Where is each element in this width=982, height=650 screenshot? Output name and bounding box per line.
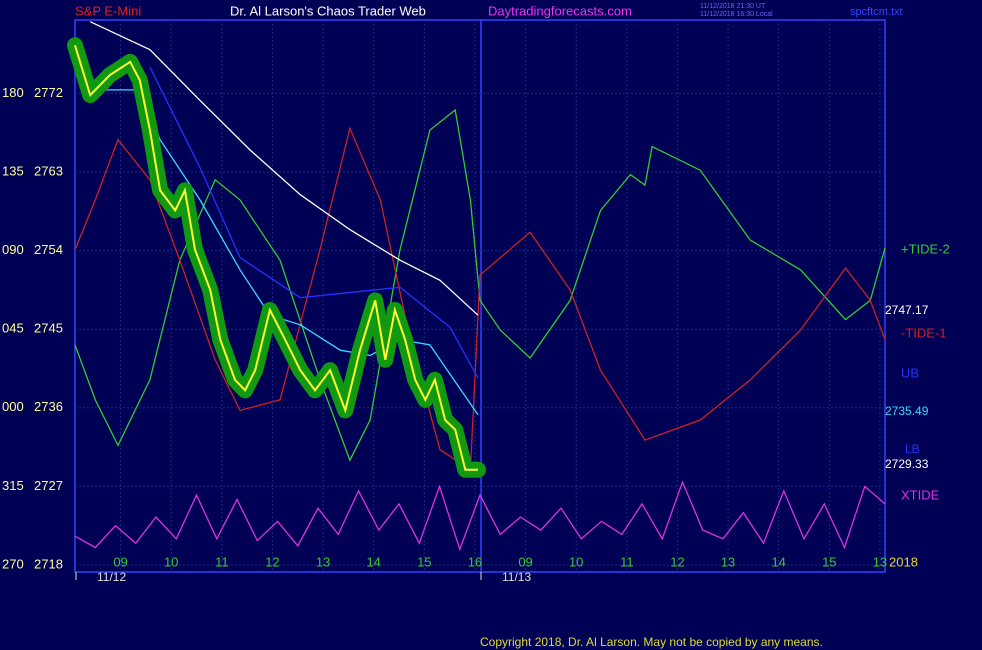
angle-label: 045 bbox=[2, 321, 24, 336]
x-tick-label: 14 bbox=[771, 554, 785, 569]
angle-label: 135 bbox=[2, 163, 24, 178]
x-tick-label: 09 bbox=[113, 554, 127, 569]
right-label: 2729.33 bbox=[885, 457, 929, 471]
y-tick-label: 2763 bbox=[34, 163, 63, 178]
series-label: UB bbox=[901, 365, 919, 380]
x-tick-label: 11 bbox=[215, 554, 229, 569]
x-tick-label: 15 bbox=[417, 554, 431, 569]
series-line bbox=[74, 480, 886, 552]
y-tick-label: 2718 bbox=[34, 556, 63, 571]
x-tick-label: 13 bbox=[316, 554, 330, 569]
chart-title: Dr. Al Larson's Chaos Trader Web bbox=[230, 3, 426, 18]
series-line bbox=[89, 21, 479, 316]
series-line bbox=[74, 45, 478, 471]
timestamp: 11/12/2018 16:30 Local bbox=[700, 11, 773, 18]
x-tick-label: 10 bbox=[569, 554, 583, 569]
x-tick-label: 12 bbox=[670, 554, 684, 569]
symbol: S&P E-Mini bbox=[75, 3, 141, 18]
site: Daytradingforecasts.com bbox=[488, 3, 632, 18]
series-line bbox=[149, 66, 479, 379]
series-label: +TIDE-2 bbox=[901, 241, 950, 256]
x-tick-label: 13 bbox=[873, 554, 887, 569]
right-label: 2747.17 bbox=[885, 303, 929, 317]
x-tick-label: 09 bbox=[518, 554, 532, 569]
y-tick-label: 2736 bbox=[34, 399, 63, 414]
angle-label: 180 bbox=[2, 85, 24, 100]
x-tick-label: 10 bbox=[164, 554, 178, 569]
x-tick-label: 12 bbox=[265, 554, 279, 569]
series-label: XTIDE bbox=[901, 487, 940, 502]
series-line bbox=[74, 126, 886, 471]
date-label: 11/12 bbox=[97, 570, 126, 584]
y-tick-label: 2745 bbox=[34, 321, 63, 336]
x-tick-label: 16 bbox=[468, 554, 482, 569]
file-name: spcftcm.txt bbox=[850, 6, 903, 18]
right-label: 2735.49 bbox=[885, 404, 929, 418]
angle-label: 315 bbox=[2, 478, 24, 493]
y-tick-label: 2772 bbox=[34, 85, 63, 100]
right-label: LB bbox=[905, 442, 920, 456]
y-tick-label: 2754 bbox=[34, 242, 63, 257]
angle-label: 090 bbox=[2, 242, 24, 257]
copyright: Copyright 2018, Dr. Al Larson. May not b… bbox=[480, 635, 823, 649]
angle-label: 270 bbox=[2, 556, 24, 571]
series-label: -TIDE-1 bbox=[901, 325, 947, 340]
x-tick-label: 13 bbox=[721, 554, 735, 569]
x-tick-label: 14 bbox=[366, 554, 380, 569]
plot-frame bbox=[74, 19, 886, 573]
x-tick-label: 11 bbox=[620, 554, 634, 569]
date-label: 11/13 bbox=[502, 570, 531, 584]
timestamp: 11/12/2018 21:30 UT bbox=[700, 3, 766, 10]
x-tick-label: 15 bbox=[822, 554, 836, 569]
y-tick-label: 2727 bbox=[34, 478, 63, 493]
year-label: 2018 bbox=[889, 554, 918, 569]
angle-label: 000 bbox=[2, 399, 24, 414]
